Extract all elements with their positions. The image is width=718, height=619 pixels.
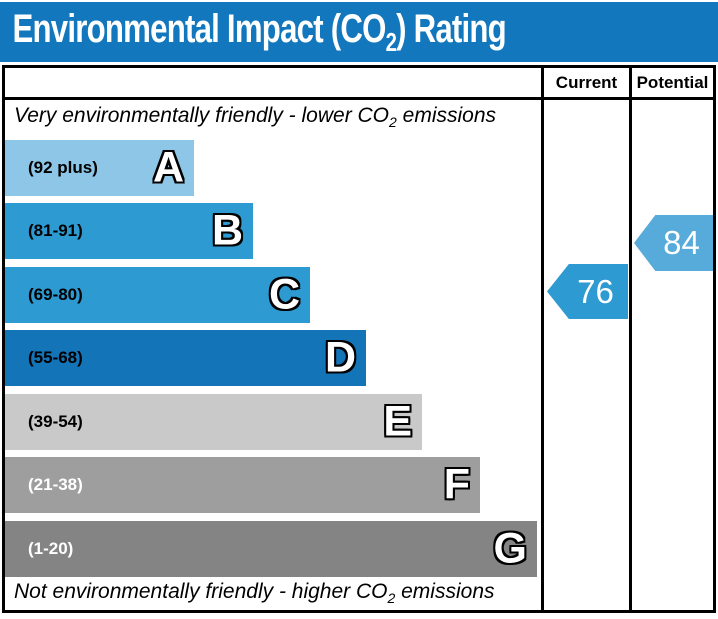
band-d-letter: D [324, 333, 356, 382]
band-e: (39-54) E [5, 394, 422, 450]
column-header-current: Current [555, 73, 618, 92]
header-divider [5, 97, 713, 100]
page-title-text: Environmental Impact (CO [12, 6, 386, 51]
band-f: (21-38) F [5, 457, 480, 513]
band-d-range: (55-68) [28, 348, 83, 367]
band-b: (81-91) B [5, 203, 253, 259]
page-title: Environmental Impact (CO2) Rating [0, 7, 506, 58]
page-title-subscript: 2 [385, 26, 397, 57]
column-header-potential: Potential [636, 73, 709, 92]
top-note: Very environmentally friendly - lower CO… [14, 104, 497, 131]
current-rating-value: 76 [577, 272, 614, 310]
potential-rating-value: 84 [663, 224, 700, 261]
rating-table: Current Potential Very environmentally f… [2, 65, 716, 613]
band-e-letter: E [383, 397, 412, 446]
band-g-letter: G [493, 524, 527, 573]
band-f-range: (21-38) [28, 475, 83, 494]
page-title-suffix: ) Rating [396, 6, 507, 51]
band-f-letter: F [443, 460, 470, 509]
band-c-range: (69-80) [28, 285, 83, 304]
band-g-range: (1-20) [28, 539, 74, 558]
band-a-letter: A [152, 143, 184, 192]
band-d: (55-68) D [5, 330, 366, 386]
band-c: (69-80) C [5, 267, 310, 323]
bottom-note: Not environmentally friendly - higher CO… [14, 580, 495, 607]
band-c-letter: C [268, 270, 300, 319]
chart-title-bar: Environmental Impact (CO2) Rating [0, 2, 718, 62]
band-a: (92 plus) A [5, 140, 194, 196]
band-g: (1-20) G [5, 521, 537, 577]
column-divider-main-current [541, 68, 544, 610]
column-divider-current-potential [629, 68, 632, 610]
current-rating-arrow: 76 [547, 264, 628, 319]
band-b-letter: B [211, 206, 243, 255]
band-a-range: (92 plus) [28, 158, 98, 177]
potential-rating-arrow: 84 [634, 215, 713, 271]
band-e-range: (39-54) [28, 412, 83, 431]
band-b-range: (81-91) [28, 221, 83, 240]
